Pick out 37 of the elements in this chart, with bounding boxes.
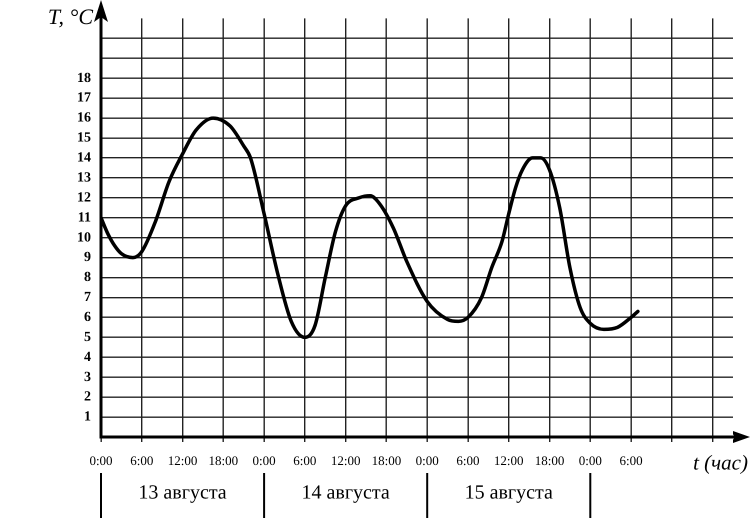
text: 14 августа xyxy=(302,481,390,504)
y-tick-label: 5 xyxy=(84,330,91,345)
x-tick-label: 18:00 xyxy=(208,453,238,468)
y-tick-label: 9 xyxy=(84,250,91,266)
y-tick-label: 10 xyxy=(77,230,91,246)
y-tick-label: 1 xyxy=(84,410,91,425)
y-tick-label: 4 xyxy=(84,350,91,365)
x-tick-label: 6:00 xyxy=(293,453,316,468)
y-tick-label: 7 xyxy=(84,290,91,306)
y-tick-label: 15 xyxy=(77,130,91,146)
text: 13 августа xyxy=(138,481,227,504)
x-tick-label: 0:00 xyxy=(89,453,113,468)
x-tick-label: 0:00 xyxy=(578,453,602,468)
y-axis-title: T, °C xyxy=(48,4,94,29)
x-tick-label: 6:00 xyxy=(456,453,480,468)
x-tick-label: 18:00 xyxy=(372,453,402,468)
y-tick-label: 8 xyxy=(84,270,91,286)
x-tick-label: 12:00 xyxy=(168,453,198,468)
x-tick-label: 6:00 xyxy=(130,453,154,468)
x-tick-label: 6:00 xyxy=(620,453,643,468)
x-tick-label: 0:00 xyxy=(252,453,276,468)
y-tick-label: 16 xyxy=(77,110,91,126)
y-tick-label: 3 xyxy=(84,370,91,385)
y-tick-label: 13 xyxy=(77,170,91,186)
y-tick-label: 2 xyxy=(84,390,91,405)
y-tick-label: 17 xyxy=(77,90,91,106)
y-tick-label: 18 xyxy=(77,70,91,86)
x-tick-label: 12:00 xyxy=(330,453,360,468)
y-tick-label: 11 xyxy=(78,210,91,226)
text: 15 августа xyxy=(464,481,553,504)
x-tick-label: 0:00 xyxy=(416,453,439,468)
y-tick-label: 6 xyxy=(84,310,91,326)
x-tick-label: 18:00 xyxy=(534,453,564,468)
x-axis-title: t (час) xyxy=(693,450,748,475)
y-tick-label: 12 xyxy=(77,190,91,206)
y-tick-label: 14 xyxy=(77,150,91,166)
x-tick-label: 12:00 xyxy=(494,453,524,468)
